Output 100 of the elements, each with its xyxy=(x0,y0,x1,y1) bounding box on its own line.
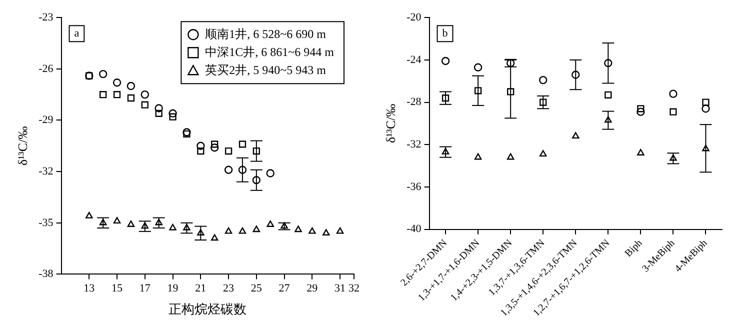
point xyxy=(604,59,612,68)
y-tick-label: -38 xyxy=(38,268,54,280)
point xyxy=(294,226,302,232)
point xyxy=(210,234,218,241)
y-tick-label: -36 xyxy=(406,180,422,193)
x-tick-label: 29 xyxy=(306,282,318,295)
point xyxy=(224,166,233,174)
point xyxy=(474,153,482,160)
point xyxy=(154,104,163,112)
x-tick-label: 32 xyxy=(348,282,360,295)
point xyxy=(280,222,288,229)
point xyxy=(155,218,162,226)
point xyxy=(224,227,232,234)
point xyxy=(322,229,330,236)
x-axis-title: 正构烷烃碳数 xyxy=(168,302,247,317)
point xyxy=(539,150,547,157)
point xyxy=(197,229,204,236)
point xyxy=(252,226,260,232)
point xyxy=(238,140,246,148)
x-tick-label: 23 xyxy=(223,282,235,295)
point xyxy=(539,76,548,84)
point xyxy=(113,217,121,224)
y-tick-label: -40 xyxy=(406,223,422,236)
point xyxy=(168,109,177,118)
point xyxy=(197,147,204,155)
point xyxy=(572,70,580,79)
point xyxy=(604,116,612,123)
x-tick-label: 13 xyxy=(84,282,96,295)
point xyxy=(336,227,344,234)
point xyxy=(141,222,149,229)
point xyxy=(702,104,710,113)
point xyxy=(266,169,274,178)
x-tick-label: 15 xyxy=(112,282,124,295)
point xyxy=(474,87,482,94)
point xyxy=(238,227,246,234)
point xyxy=(252,176,261,184)
point xyxy=(86,212,93,218)
point xyxy=(442,148,450,154)
point xyxy=(506,153,514,160)
point xyxy=(670,108,677,116)
point xyxy=(604,91,612,98)
y-tick-label: -24 xyxy=(406,54,422,66)
y-axis-title: δ¹³C/‰ xyxy=(383,104,398,144)
point xyxy=(100,91,107,98)
point xyxy=(99,218,107,226)
point xyxy=(140,90,149,99)
annotation: b xyxy=(442,27,448,40)
point xyxy=(210,144,219,152)
point xyxy=(572,132,580,139)
point xyxy=(252,147,260,155)
point xyxy=(540,98,547,106)
point xyxy=(169,224,176,230)
y-tick-label: -26 xyxy=(38,62,54,75)
point xyxy=(636,108,645,116)
point xyxy=(637,105,644,112)
y-tick-label: -32 xyxy=(406,138,422,151)
point xyxy=(308,227,316,234)
legend-label: 顺南1井, 6 528~6 690 m xyxy=(205,26,327,41)
x-tick-label: 25 xyxy=(250,282,262,295)
y-tick-label: -28 xyxy=(406,96,422,108)
point xyxy=(702,144,710,152)
point xyxy=(127,94,135,102)
y-tick-label: -23 xyxy=(38,11,54,24)
legend-label: 中深1C井, 6 861~6 944 m xyxy=(205,44,335,59)
point xyxy=(637,149,644,156)
point xyxy=(182,128,191,136)
point xyxy=(183,224,190,230)
point xyxy=(266,220,274,227)
point xyxy=(112,78,122,87)
y-tick-label: -29 xyxy=(38,114,54,126)
point xyxy=(141,101,148,108)
point xyxy=(169,113,176,120)
point xyxy=(113,91,121,98)
y-tick-label: -32 xyxy=(38,165,54,178)
legend-label: 英买2井, 5 940~5 943 m xyxy=(205,62,327,77)
point xyxy=(702,98,710,106)
point xyxy=(238,166,247,174)
point xyxy=(441,56,450,66)
point xyxy=(183,130,190,138)
annotation: a xyxy=(74,27,80,40)
point xyxy=(127,220,135,227)
point xyxy=(669,90,678,98)
point xyxy=(442,94,450,102)
x-tick-label: 21 xyxy=(195,282,206,295)
y-tick-label: -20 xyxy=(406,11,422,24)
point xyxy=(196,142,205,150)
point xyxy=(474,63,482,72)
point xyxy=(155,110,162,117)
x-tick-label: 27 xyxy=(278,282,290,295)
y-axis-title: δ¹³C/‰ xyxy=(15,126,30,166)
point xyxy=(98,70,108,78)
x-tick-label: 31 xyxy=(334,282,346,295)
x-tick-label: 17 xyxy=(139,282,151,295)
x-tick-label: 19 xyxy=(167,282,179,295)
x-tick-label: Biph xyxy=(623,238,645,260)
point xyxy=(507,88,514,96)
point xyxy=(211,140,218,148)
point xyxy=(224,147,232,155)
y-tick-label: -35 xyxy=(38,216,54,229)
point xyxy=(670,154,677,161)
